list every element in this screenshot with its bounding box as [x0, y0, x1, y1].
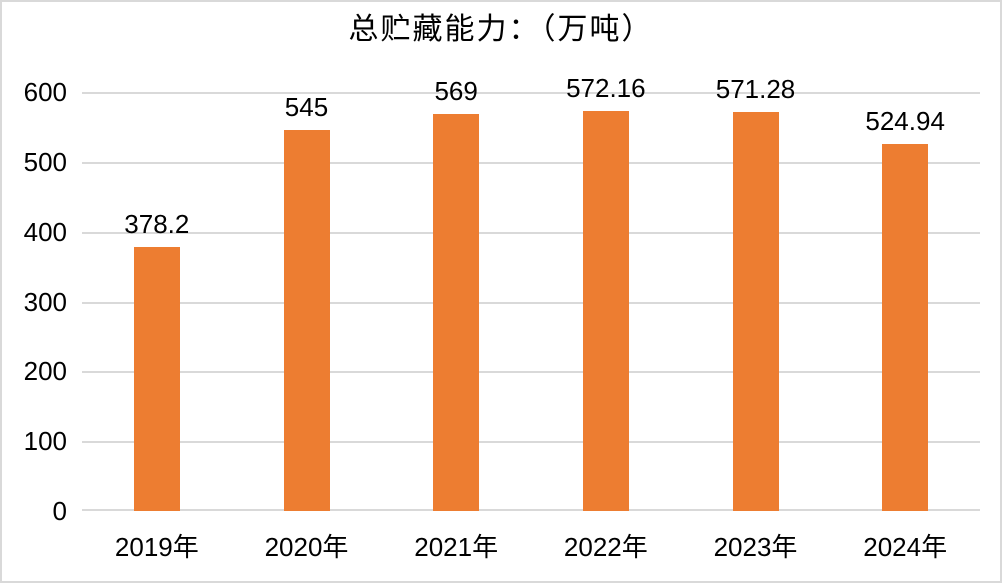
x-axis: 2019年 2020年 2021年 2022年 2023年 2024年: [82, 533, 980, 565]
gridline: [82, 371, 980, 374]
plot-area: 378.2 545 569 572.16 571.28 524.94: [82, 75, 980, 511]
y-axis-tick-label: 200: [23, 356, 67, 387]
y-axis-tick-label: 600: [23, 77, 67, 107]
gridline: [82, 161, 980, 164]
y-axis: 0 100 200 300 400 500 600: [2, 79, 67, 524]
data-label: 524.94: [865, 106, 945, 137]
gridline: [82, 301, 980, 304]
x-axis-line: [82, 509, 980, 511]
data-label: 545: [284, 92, 329, 123]
x-axis-tick-label: 2021年: [414, 532, 499, 562]
bar-2021年: [433, 113, 480, 511]
chart-title: 总贮藏能力：（万吨）: [348, 13, 654, 46]
bar-2022年: [582, 111, 629, 511]
y-axis-tick-label: 500: [23, 146, 67, 177]
x-axis-tick-label: 2023年: [713, 532, 798, 562]
bar-2020年: [283, 130, 330, 511]
x-axis-tick-label: 2019年: [114, 532, 199, 562]
data-label: 572.16: [566, 73, 646, 104]
x-axis-tick-label: 2020年: [264, 532, 349, 562]
bar-2024年: [882, 144, 929, 511]
bar-2019年: [133, 246, 180, 511]
gridline: [82, 231, 980, 234]
data-label: 378.2: [124, 208, 190, 239]
gridline: [82, 92, 980, 94]
y-axis-tick-label: 400: [23, 216, 67, 247]
x-axis-tick-label: 2024年: [863, 532, 948, 562]
data-label: 569: [434, 75, 478, 106]
gridline: [82, 441, 980, 444]
data-label: 571.28: [715, 74, 796, 105]
bar-2023年: [732, 112, 779, 511]
y-axis-tick-label: 300: [23, 286, 67, 317]
x-axis-tick-label: 2022年: [563, 532, 648, 562]
y-axis-tick-label: 0: [52, 496, 67, 526]
y-axis-tick-label: 100: [23, 426, 67, 457]
